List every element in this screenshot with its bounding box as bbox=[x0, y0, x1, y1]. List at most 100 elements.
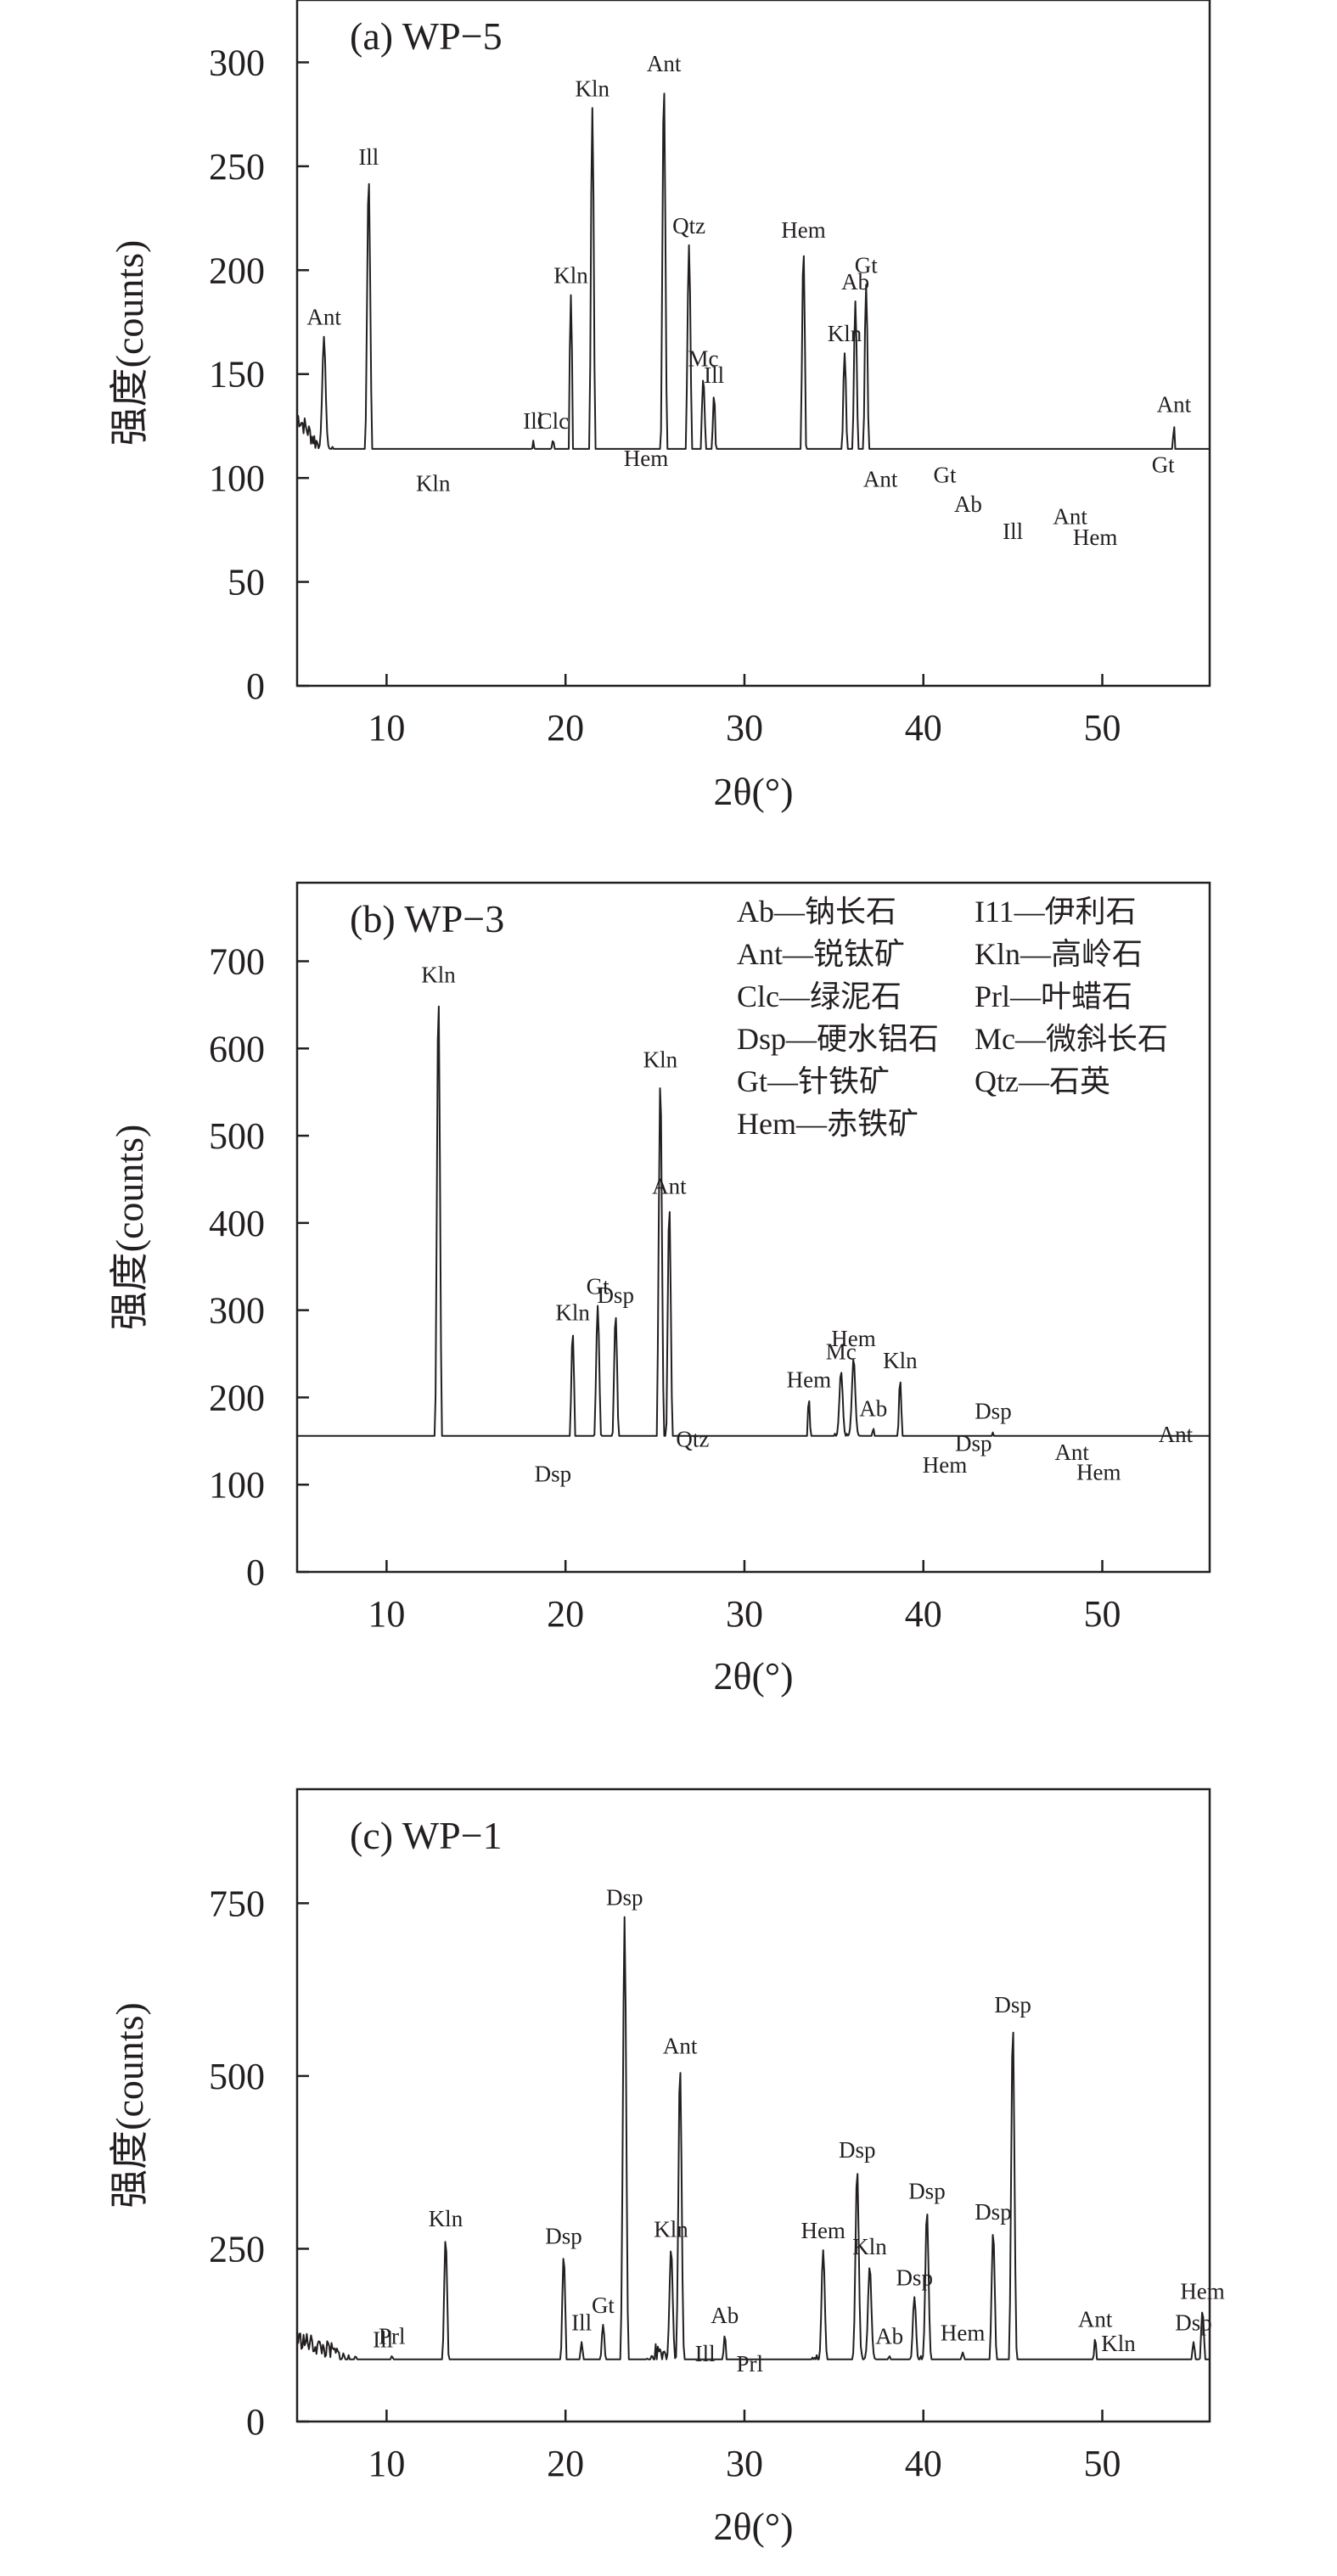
peak-label: Gt bbox=[855, 252, 878, 278]
x-tick-label: 40 bbox=[905, 1593, 942, 1635]
peak-label: Ill bbox=[571, 2309, 592, 2335]
y-tick-label: 600 bbox=[209, 1028, 265, 1069]
plot-frame bbox=[295, 881, 1211, 1574]
x-tick-label: 50 bbox=[1084, 1593, 1121, 1635]
peak-label: Kln bbox=[852, 2234, 887, 2259]
peak-label: Ab bbox=[859, 1395, 887, 1421]
legend-entry: Qtz—石英 bbox=[975, 1064, 1110, 1098]
y-tick-label: 150 bbox=[209, 354, 265, 396]
peak-label: Ab bbox=[954, 491, 982, 517]
peak-label: Dsp bbox=[545, 2224, 582, 2249]
peak-label: Kln bbox=[421, 962, 456, 988]
panel-title: (b) WP−3 bbox=[350, 897, 504, 940]
y-tick-label: 300 bbox=[209, 1290, 265, 1332]
y-axis-label: 强度(counts) bbox=[108, 240, 151, 446]
y-tick-label: 700 bbox=[209, 941, 265, 983]
y-tick-label: 0 bbox=[246, 1552, 265, 1593]
peak-label: Ab bbox=[841, 269, 869, 295]
legend-entry: Prl—叶蜡石 bbox=[975, 979, 1132, 1013]
peak-label: Ill bbox=[358, 144, 379, 170]
peak-label: Dsp bbox=[839, 2137, 876, 2163]
legend-entry: Hem—赤铁矿 bbox=[737, 1107, 918, 1141]
peak-label: Dsp bbox=[597, 1282, 634, 1308]
peak-label: Hem bbox=[1073, 525, 1117, 550]
y-tick-label: 750 bbox=[209, 1883, 265, 1924]
peak-label: Hem bbox=[801, 2218, 845, 2243]
y-tick-label: 250 bbox=[209, 2228, 265, 2270]
peak-label: Ant bbox=[1159, 1422, 1194, 1447]
legend-entry: Gt—针铁矿 bbox=[737, 1064, 890, 1098]
peak-label: Ab bbox=[875, 2324, 903, 2349]
legend-entry: Kln—高岭石 bbox=[975, 937, 1143, 971]
legend-entry: Clc—绿泥石 bbox=[737, 979, 902, 1013]
peak-label: Dsp bbox=[975, 2199, 1012, 2225]
peak-label: Kln bbox=[576, 76, 610, 101]
peak-label: Ant bbox=[863, 467, 898, 492]
peak-label: Gt bbox=[934, 463, 957, 488]
peak-label: Kln bbox=[416, 471, 451, 497]
peak-label: Kln bbox=[654, 2216, 688, 2242]
xrd-trace bbox=[296, 1916, 1210, 2360]
peak-label: Mc bbox=[688, 346, 718, 372]
legend-entry: Ant—锐钛矿 bbox=[737, 937, 905, 971]
y-tick-label: 0 bbox=[246, 2401, 265, 2443]
legend-entry: Mc—微斜长石 bbox=[975, 1022, 1168, 1056]
x-tick-label: 30 bbox=[726, 2443, 763, 2484]
peak-label: Kln bbox=[883, 1348, 918, 1373]
peak-label: Kln bbox=[429, 2206, 463, 2231]
peak-label: Dsp bbox=[955, 1431, 992, 1456]
y-tick-label: 500 bbox=[209, 1115, 265, 1157]
peak-label: Gt bbox=[1152, 452, 1175, 477]
x-tick-label: 10 bbox=[368, 2443, 405, 2484]
peak-label: Ant bbox=[1157, 391, 1192, 417]
peak-label: Ill bbox=[695, 2341, 716, 2366]
peak-label: Kln bbox=[553, 263, 588, 289]
peak-label: Ant bbox=[1078, 2306, 1113, 2332]
x-tick-label: 40 bbox=[905, 2443, 942, 2484]
x-tick-label: 20 bbox=[547, 1593, 584, 1635]
peak-label: Hem bbox=[624, 446, 668, 471]
peak-label: Prl bbox=[379, 2324, 406, 2349]
peak-label: Dsp bbox=[896, 2265, 933, 2290]
y-tick-label: 400 bbox=[209, 1203, 265, 1244]
peak-label: Ant bbox=[652, 1173, 687, 1198]
y-tick-label: 50 bbox=[228, 562, 265, 603]
peak-label: Ill bbox=[373, 2327, 393, 2353]
peak-label: Hem bbox=[787, 1367, 831, 1392]
panel-a-wp5: 0 50 100 150 200 250 300 10 20 30 40 50 Ant Ill Kln Ill… bbox=[108, 0, 1211, 813]
plot-frame bbox=[295, 0, 1211, 687]
peak-label: Hem bbox=[1076, 1459, 1121, 1484]
x-tick-label: 50 bbox=[1084, 2443, 1121, 2484]
x-tick-label: 20 bbox=[547, 707, 584, 749]
peak-label: Gt bbox=[587, 1274, 610, 1299]
peak-label: Kln bbox=[1101, 2331, 1136, 2356]
peak-label: Ant bbox=[663, 2034, 698, 2059]
peak-label: Kln bbox=[828, 321, 862, 346]
peak-label: Hem bbox=[831, 1326, 875, 1351]
y-tick-label: 0 bbox=[246, 665, 265, 707]
peak-label: Ant bbox=[1054, 1440, 1089, 1465]
y-tick-label: 100 bbox=[209, 457, 265, 499]
peak-label: Ill bbox=[1003, 519, 1023, 544]
peak-label: Dsp bbox=[535, 1461, 572, 1486]
x-axis-label: 2θ(°) bbox=[713, 770, 793, 813]
x-axis-label: 2θ(°) bbox=[713, 1654, 793, 1698]
peak-label: Kln bbox=[643, 1047, 678, 1072]
peak-label: Prl bbox=[737, 2351, 764, 2377]
legend-entry: Dsp—硬水铝石 bbox=[737, 1022, 939, 1056]
x-tick-label: 50 bbox=[1084, 707, 1121, 749]
panel-title: (a) WP−5 bbox=[350, 14, 503, 58]
peak-label: Dsp bbox=[975, 1398, 1012, 1423]
x-tick-label: 30 bbox=[726, 1593, 763, 1635]
legend-entry: Ab—钠长石 bbox=[737, 895, 896, 929]
y-tick-label: 500 bbox=[209, 2056, 265, 2097]
peak-label: Clc bbox=[537, 408, 570, 434]
xrd-trace bbox=[296, 93, 1210, 450]
y-axis-label: 强度(counts) bbox=[108, 1125, 151, 1331]
peak-label: Dsp bbox=[994, 1992, 1031, 2018]
peak-label: Gt bbox=[592, 2293, 615, 2318]
peak-label: Ab bbox=[711, 2303, 739, 2328]
peak-label: Dsp bbox=[908, 2179, 946, 2204]
